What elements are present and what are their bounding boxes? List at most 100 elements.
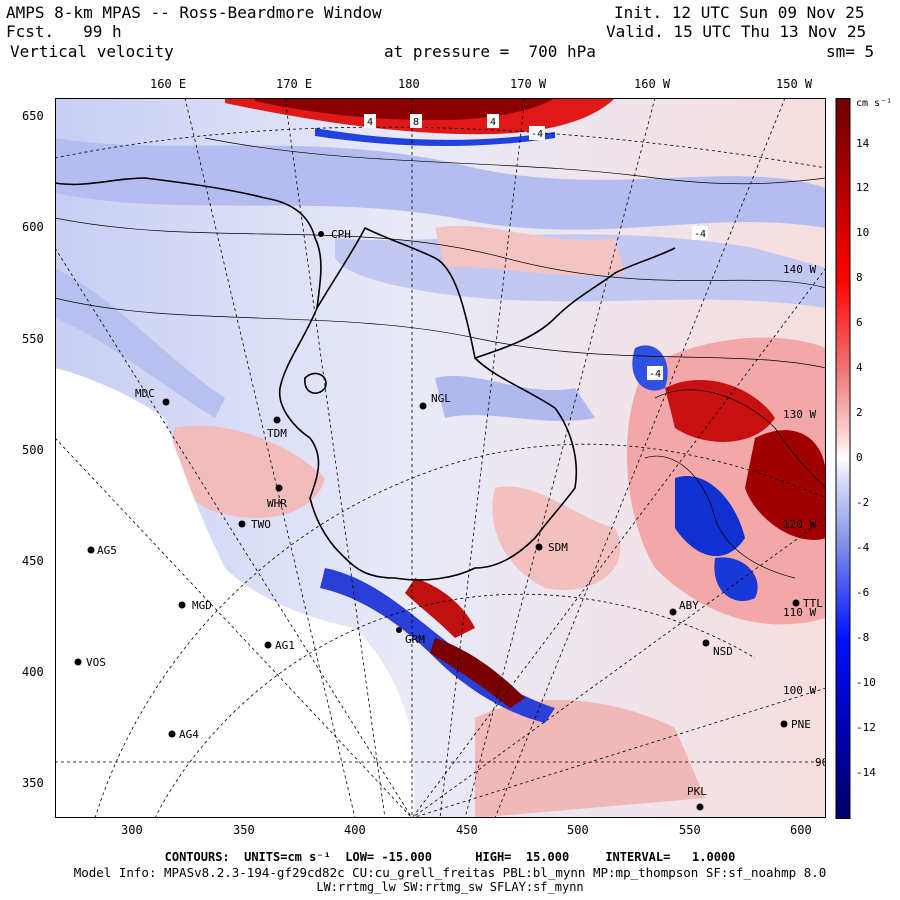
- station-mgd[interactable]: MGD: [178, 599, 212, 612]
- left-tick: 400: [22, 665, 44, 679]
- pressure-level: at pressure = 700 hPa: [384, 43, 596, 61]
- positive-patch: [171, 425, 325, 518]
- station-ag1[interactable]: AG1: [264, 639, 295, 652]
- meridian: [464, 98, 656, 818]
- lon-label: 130 W: [783, 408, 816, 421]
- contour-line: [55, 297, 826, 369]
- bottom-tick: 450: [456, 823, 478, 837]
- coastline: [55, 177, 396, 579]
- meridian: [411, 517, 826, 818]
- svg-text:NGL: NGL: [431, 392, 451, 405]
- station-ag5[interactable]: AG5: [87, 544, 117, 557]
- station-aby[interactable]: ABY: [669, 599, 700, 616]
- bottom-tick: 550: [679, 823, 701, 837]
- meridian: [284, 98, 386, 818]
- positive-patch: [492, 486, 621, 590]
- fcst-value: 99 h: [83, 22, 122, 41]
- plot-title: AMPS 8-km MPAS -- Ross-Beardmore Window: [6, 3, 382, 22]
- top-tick: 180: [398, 77, 420, 91]
- station-vos[interactable]: VOS: [74, 656, 106, 669]
- pressure-label: at pressure =: [384, 42, 510, 61]
- contour-info: CONTOURS: UNITS=cm s⁻¹ LOW= -15.000 HIGH…: [164, 850, 736, 864]
- station-ttl[interactable]: TTL: [792, 597, 824, 610]
- colorbar-label: -6: [856, 586, 869, 599]
- bottom-tick: 350: [233, 823, 255, 837]
- contour-label: 8: [413, 117, 419, 128]
- downdraft-core: [714, 557, 758, 602]
- colorbar-label: 10: [856, 226, 869, 239]
- svg-text:ABY: ABY: [679, 599, 699, 612]
- station-tdm[interactable]: TDM: [267, 416, 287, 441]
- contour-label-box: [529, 126, 545, 140]
- polar-plateau: [55, 368, 415, 818]
- left-tick: 600: [22, 220, 44, 234]
- ice-shelf-front: [316, 226, 578, 581]
- left-tick: 550: [22, 332, 44, 346]
- bottom-tick: 500: [567, 823, 589, 837]
- svg-text:WHR: WHR: [267, 497, 287, 510]
- contour-label-box: [487, 114, 499, 128]
- left-tick: 500: [22, 443, 44, 457]
- strong-updraft-core: [255, 98, 555, 120]
- station-two[interactable]: TWO: [238, 518, 271, 531]
- negative-band: [55, 138, 826, 230]
- station-cph[interactable]: CPH: [318, 228, 351, 241]
- colorbar-label: 8: [856, 271, 863, 284]
- station-sdm[interactable]: SDM: [535, 541, 569, 554]
- station-ngl[interactable]: NGL: [419, 392, 452, 410]
- station-whr[interactable]: WHR: [267, 484, 287, 511]
- station-grm[interactable]: GRM: [396, 627, 425, 646]
- colorbar-label: 2: [856, 406, 863, 419]
- contour-line: [55, 217, 826, 289]
- contour-label-box: [364, 114, 376, 128]
- map-panel: 4 8 4 -4 -4 -4 140 W 130 W 120 W 110 W 1…: [55, 98, 826, 818]
- updraft-core: [745, 430, 826, 540]
- colorbar-scale: [835, 98, 851, 819]
- meridian: [411, 687, 826, 818]
- colorbar-label: 6: [856, 316, 863, 329]
- svg-text:CPH: CPH: [331, 228, 351, 241]
- svg-text:AG4: AG4: [179, 728, 199, 741]
- top-tick: 150 W: [776, 77, 813, 91]
- colorbar-label: -2: [856, 496, 869, 509]
- svg-text:AG1: AG1: [275, 639, 295, 652]
- init-time: Init. 12 UTC Sun 09 Nov 25: [614, 3, 865, 22]
- lon-label: 100 W: [783, 684, 816, 697]
- downdraft-band: [315, 128, 555, 147]
- colorbar-label: 0: [856, 451, 863, 464]
- bottom-tick: 300: [121, 823, 143, 837]
- positive-patch: [475, 699, 705, 818]
- negative-band: [55, 268, 225, 418]
- lon-label: 110 W: [783, 606, 816, 619]
- contour-line: [644, 455, 796, 579]
- model-info: Model Info: MPASv8.2.3-194-gf29cd82c CU:…: [73, 865, 827, 880]
- colorbar: cm s⁻¹ 14 12 10 8 6 4 2 0 -2 -4 -6 -8 -1…: [835, 98, 892, 819]
- colorbar-label: 12: [856, 181, 869, 194]
- lon-label: 120 W: [783, 518, 816, 531]
- station-ag4[interactable]: AG4: [168, 728, 200, 741]
- colorbar-label: -12: [856, 721, 876, 734]
- valid-time: Valid. 15 UTC Thu 13 Nov 25: [606, 22, 867, 41]
- contour-line: [654, 389, 826, 489]
- bottom-tick: 400: [344, 823, 366, 837]
- station-nsd[interactable]: NSD: [702, 639, 733, 659]
- colorbar-label: 14: [856, 137, 870, 150]
- svg-text:PNE: PNE: [791, 718, 811, 731]
- lon-label: 140 W: [783, 263, 816, 276]
- station-mdc[interactable]: MDC: [135, 387, 170, 406]
- field-name: Vertical velocity: [10, 42, 174, 61]
- fcst-label: Fcst.: [6, 22, 55, 41]
- downdraft-core: [675, 476, 745, 557]
- top-tick: 160 E: [150, 77, 187, 91]
- svg-text:GRM: GRM: [405, 633, 425, 646]
- svg-text:MGD: MGD: [192, 599, 212, 612]
- island: [304, 372, 327, 394]
- mountain-waves: [405, 578, 475, 638]
- station-pne[interactable]: PNE: [780, 718, 811, 731]
- svg-text:PKL: PKL: [687, 785, 707, 798]
- contour-line: [204, 137, 826, 185]
- model-info-physics: LW:rrtmg_lw SW:rrtmg_sw SFLAY:sf_mynn: [316, 880, 584, 894]
- colorbar-label: -4: [856, 541, 870, 554]
- station-pkl[interactable]: PKL: [687, 785, 707, 811]
- colorbar-label: 4: [856, 361, 863, 374]
